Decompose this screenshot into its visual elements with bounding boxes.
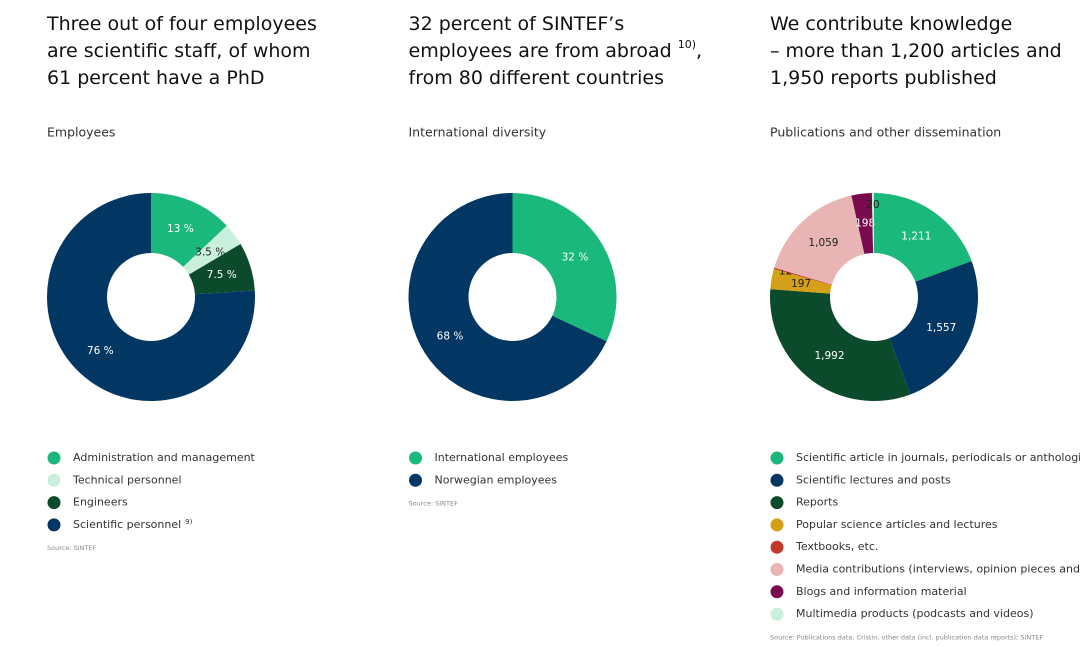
legend-label: International employees xyxy=(435,451,569,464)
donut-segment xyxy=(874,193,972,282)
headline: Three out of four employees xyxy=(46,13,317,35)
legend-label: Reports xyxy=(796,496,838,509)
donut-segment xyxy=(773,267,832,286)
legend-swatch xyxy=(770,540,784,554)
headline-text: Three out of four employees xyxy=(46,13,317,35)
headline: are scientific staff, of whom xyxy=(47,40,311,62)
donut-segment xyxy=(188,244,255,295)
value-label: 32 % xyxy=(562,251,589,263)
headline: 61 percent have a PhD xyxy=(47,67,265,89)
headline: employees are from abroad 10), xyxy=(409,38,703,62)
legend-text: Engineers xyxy=(73,496,128,509)
legend-swatch xyxy=(770,585,784,599)
legend-swatch xyxy=(770,473,784,487)
donut-segment xyxy=(183,225,241,275)
legend-text: Reports xyxy=(796,496,838,509)
legend-swatch xyxy=(770,451,784,465)
headline: – more than 1,200 articles and xyxy=(770,40,1062,62)
headline-text: – more than 1,200 articles and xyxy=(770,40,1062,62)
legend-swatch xyxy=(770,496,784,510)
legend-text: Textbooks, etc. xyxy=(795,540,878,553)
legend-label: Technical personnel xyxy=(72,473,182,486)
headline-text: are scientific staff, of whom xyxy=(47,40,311,62)
value-label: 20 xyxy=(866,199,879,211)
legend-label: Administration and management xyxy=(73,451,256,464)
legend-text: Norwegian employees xyxy=(435,473,558,486)
donut-segment xyxy=(851,193,874,255)
legend-label: Norwegian employees xyxy=(435,473,558,486)
legend-swatch xyxy=(770,563,784,576)
donut-segment xyxy=(889,261,978,395)
legend-text: Media contributions (interviews, opinion… xyxy=(796,563,1080,576)
legend-text: International employees xyxy=(435,451,569,464)
legend-text: Scientific lectures and posts xyxy=(796,473,951,486)
legend-swatch xyxy=(409,473,422,487)
legend-text: Popular science articles and lectures xyxy=(796,518,998,531)
headline: from 80 different countries xyxy=(409,67,665,89)
donut-segment xyxy=(774,195,865,285)
value-label: 1,059 xyxy=(808,237,838,249)
legend-label: Scientific personnel 9) xyxy=(73,518,193,531)
legend-text: Blogs and information material xyxy=(796,585,967,598)
value-label: 198 xyxy=(855,218,875,230)
value-label: 13 % xyxy=(167,223,194,235)
legend-label: Popular science articles and lectures xyxy=(796,518,998,531)
value-label: 1,211 xyxy=(901,230,931,242)
value-label: 197 xyxy=(791,278,811,290)
headline: 1,950 reports published xyxy=(770,67,997,89)
legend-swatch xyxy=(770,607,784,621)
legend-text: Scientific personnel xyxy=(73,518,181,531)
headline-text: employees are from abroad xyxy=(409,40,678,62)
subtitle: Publications and other dissemination xyxy=(770,125,1001,140)
headline-text: from 80 different countries xyxy=(409,67,665,89)
source: Source: SINTEF xyxy=(47,544,97,552)
footnote-ref: 9) xyxy=(185,518,192,526)
donut-segment xyxy=(512,193,617,342)
legend-swatch xyxy=(47,473,61,487)
legend-label: Media contributions (interviews, opinion… xyxy=(796,563,1080,576)
headline-text: , xyxy=(696,40,702,62)
donut-segment xyxy=(46,193,255,401)
donut-segment xyxy=(408,193,607,401)
headline: We contribute knowledge xyxy=(770,13,1012,35)
legend-swatch xyxy=(770,518,784,532)
headline-text: 61 percent have a PhD xyxy=(47,67,265,89)
donut-segment xyxy=(871,192,874,254)
legend-label: Scientific lectures and posts xyxy=(796,473,951,486)
source: Source: SINTEF xyxy=(409,500,459,508)
value-label: 76 % xyxy=(87,345,114,357)
legend-text: Administration and management xyxy=(73,451,256,464)
source: Source: Publications data, Cristin, othe… xyxy=(770,633,1043,641)
headline-text: 32 percent of SINTEF’s xyxy=(409,13,625,35)
legend-label: Engineers xyxy=(73,496,128,509)
value-label: 3.5 % xyxy=(195,247,225,259)
donut-segment xyxy=(151,193,227,267)
legend-label: Multimedia products (podcasts and videos… xyxy=(796,607,1034,620)
headline-text: 1,950 reports published xyxy=(770,67,997,89)
legend-text: Scientific article in journals, periodic… xyxy=(796,451,1080,464)
donut-segment xyxy=(770,268,832,294)
value-label: 68 % xyxy=(437,331,464,343)
legend-label: Textbooks, etc. xyxy=(795,540,878,553)
subtitle: Employees xyxy=(47,125,115,140)
donut-segment xyxy=(770,289,911,402)
legend-swatch xyxy=(47,451,61,465)
headline: 32 percent of SINTEF’s xyxy=(409,13,625,35)
headline-text: We contribute knowledge xyxy=(770,13,1012,35)
legend-label: Scientific article in journals, periodic… xyxy=(796,451,1080,464)
legend-label: Blogs and information material xyxy=(796,585,967,598)
legend-text: Technical personnel xyxy=(72,473,182,486)
legend-swatch xyxy=(409,451,422,465)
legend-swatch xyxy=(47,496,61,510)
subtitle: International diversity xyxy=(409,125,547,140)
footnote-ref: 10) xyxy=(678,38,696,51)
value-label: 1,557 xyxy=(926,322,956,334)
legend-text: Multimedia products (podcasts and videos… xyxy=(796,607,1034,620)
value-label: 1,992 xyxy=(814,350,844,362)
legend-swatch xyxy=(47,518,61,532)
value-label: 7.5 % xyxy=(207,269,237,281)
